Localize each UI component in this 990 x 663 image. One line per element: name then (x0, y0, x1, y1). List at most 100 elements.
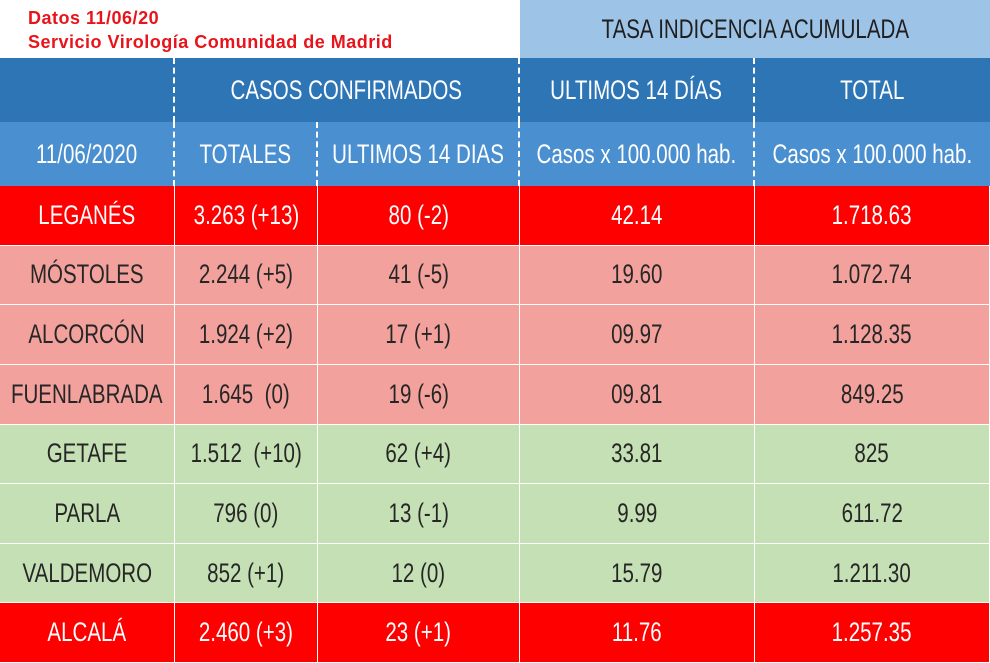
column-header-cell: ULTIMOS 14 DIAS (318, 122, 520, 186)
table-cell: 1.211.30 (832, 557, 912, 588)
title: TASA INDICENCIA ACUMULADA (601, 13, 909, 44)
column-header-cell: Casos x 100.000 hab. (755, 122, 990, 186)
row-label: GETAFE (46, 438, 128, 469)
group-header-cell: ULTIMOS 14 DÍAS (520, 58, 755, 122)
group-header-cell: CASOS CONFIRMADOS (175, 58, 520, 122)
table-cell: 1.645 (0) (202, 378, 290, 409)
table-cell: 1.512 (+10) (190, 438, 302, 469)
table-cell-cell: 19.60 (520, 245, 755, 306)
table-cell-cell: 1.645 (0) (175, 364, 318, 425)
row-label: LEGANÉS (38, 199, 136, 230)
table-cell-cell: 12 (0) (318, 543, 520, 604)
table-cell: 2.244 (+5) (198, 259, 294, 290)
table-cell: 33.81 (611, 438, 663, 469)
table-cell-cell: 19 (-6) (318, 364, 520, 425)
table-cell: 13 (-1) (388, 497, 449, 528)
row-label: FUENLABRADA (11, 378, 163, 409)
table-cell: 17 (+1) (385, 319, 452, 350)
table-cell: 80 (-2) (388, 199, 449, 230)
table-cell: 09.97 (611, 319, 663, 350)
table-cell: 796 (0) (213, 497, 279, 528)
table-cell: 62 (+4) (385, 438, 452, 469)
table-cell-cell: 41 (-5) (318, 245, 520, 306)
table-cell-cell: 1.128.35 (755, 305, 990, 365)
table-cell-cell: 80 (-2) (318, 186, 520, 246)
table-cell: 09.81 (611, 378, 663, 409)
table-cell-cell: 11.76 (520, 603, 755, 663)
column-header: TOTALES (199, 138, 292, 169)
table-cell: 9.99 (617, 497, 657, 528)
table-cell-cell: 09.97 (520, 305, 755, 365)
table-cell: 3.263 (+13) (193, 199, 299, 230)
table-cell-cell: 1.211.30 (755, 543, 990, 604)
row-label-cell: GETAFE (0, 424, 175, 485)
table-cell-cell: 1.257.35 (755, 603, 990, 663)
corner-cell (0, 58, 175, 122)
date-line: Datos 11/06/20 (28, 8, 160, 28)
table-cell: 2.460 (+3) (198, 617, 294, 648)
table-cell-cell: 15.79 (520, 543, 755, 604)
row-label: ALCALÁ (47, 617, 127, 648)
table-cell: 42.14 (611, 199, 663, 230)
table-cell: 23 (+1) (385, 617, 452, 648)
column-header: Casos x 100.000 hab. (536, 138, 737, 169)
table-cell: 849.25 (840, 378, 904, 409)
table-cell-cell: 17 (+1) (318, 305, 520, 365)
table-cell-cell: 1.512 (+10) (175, 424, 318, 485)
table-cell-cell: 1.072.74 (755, 245, 990, 306)
group-header: ULTIMOS 14 DÍAS (550, 74, 723, 105)
row-label-cell: PARLA (0, 484, 175, 544)
row-label-cell: ALCORCÓN (0, 305, 175, 365)
column-header: Casos x 100.000 hab. (772, 138, 973, 169)
table-cell: 19.60 (611, 259, 663, 290)
table-cell-cell: 23 (+1) (318, 603, 520, 663)
column-header-cell: TOTALES (175, 122, 318, 186)
title-box: TASA INDICENCIA ACUMULADA (520, 0, 990, 58)
table-cell-cell: 9.99 (520, 484, 755, 544)
table-cell-cell: 3.263 (+13) (175, 186, 318, 246)
table-cell-cell: 2.460 (+3) (175, 603, 318, 663)
source-box: Datos 11/06/20 Servicio Virología Comuni… (0, 0, 520, 58)
row-label-cell: ALCALÁ (0, 603, 175, 663)
group-header: CASOS CONFIRMADOS (230, 74, 463, 105)
group-header-cell: TOTAL (755, 58, 990, 122)
table-cell-cell: 09.81 (520, 364, 755, 425)
row-label: VALDEMORO (22, 557, 152, 588)
table-cell: 11.76 (612, 617, 662, 648)
group-header: TOTAL (840, 74, 905, 105)
table-cell-cell: 849.25 (755, 364, 990, 425)
table-cell-cell: 852 (+1) (175, 543, 318, 604)
table-cell: 852 (+1) (207, 557, 285, 588)
source-line: Servicio Virología Comunidad de Madrid (28, 32, 393, 52)
table-cell: 1.718.63 (832, 199, 912, 230)
table-cell-cell: 1.718.63 (755, 186, 990, 246)
table-cell: 1.072.74 (832, 259, 912, 290)
column-header-cell: Casos x 100.000 hab. (520, 122, 755, 186)
row-label-cell: MÓSTOLES (0, 245, 175, 306)
table-cell: 1.257.35 (832, 617, 912, 648)
table-cell-cell: 611.72 (755, 484, 990, 544)
table-cell: 41 (-5) (388, 259, 449, 290)
table-cell: 1.924 (+2) (198, 319, 294, 350)
row-label: ALCORCÓN (28, 319, 146, 350)
row-label-cell: FUENLABRADA (0, 364, 175, 425)
table-cell: 1.128.35 (832, 319, 912, 350)
row-label: PARLA (54, 497, 120, 528)
column-header: 11/06/2020 (35, 138, 138, 169)
column-header: ULTIMOS 14 DIAS (332, 138, 504, 169)
table-cell-cell: 1.924 (+2) (175, 305, 318, 365)
table-cell-cell: 2.244 (+5) (175, 245, 318, 306)
row-label: MÓSTOLES (30, 259, 144, 290)
table-cell-cell: 796 (0) (175, 484, 318, 544)
row-label-cell: LEGANÉS (0, 186, 175, 246)
column-header-cell: 11/06/2020 (0, 122, 175, 186)
table-cell-cell: 13 (-1) (318, 484, 520, 544)
table-cell: 12 (0) (391, 557, 446, 588)
row-label-cell: VALDEMORO (0, 543, 175, 604)
table-cell-cell: 825 (755, 424, 990, 485)
table-cell-cell: 33.81 (520, 424, 755, 485)
table-cell: 611.72 (841, 497, 903, 528)
table-cell-cell: 62 (+4) (318, 424, 520, 485)
table-cell: 825 (854, 438, 890, 469)
